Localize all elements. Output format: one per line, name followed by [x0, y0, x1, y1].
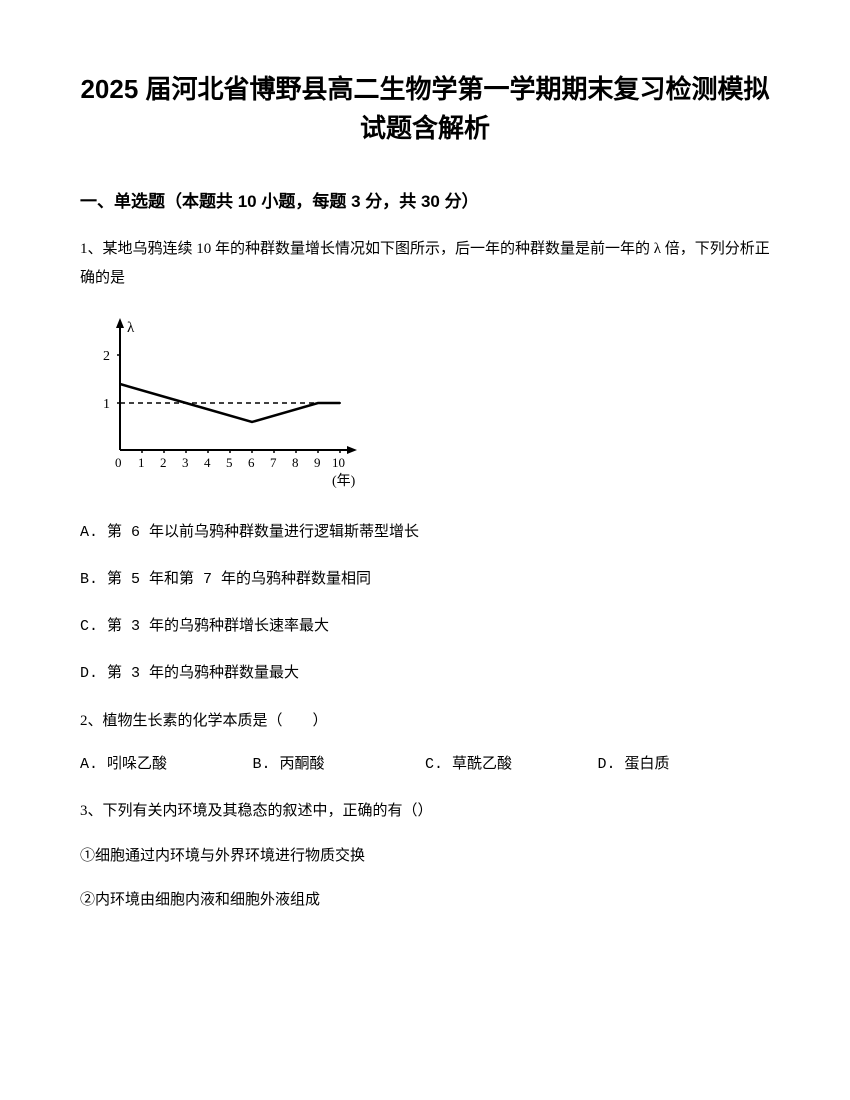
chart-lambda-year: λ 2 1 0 1 2 3 4 5 6 7 8 9 10 (年) [85, 310, 770, 499]
page-title: 2025 届河北省博野县高二生物学第一学期期末复习检测模拟试题含解析 [80, 70, 770, 148]
q2-option-d: D. 蛋白质 [598, 753, 771, 777]
x-axis-label: (年) [332, 473, 356, 489]
q2-option-c: C. 草酰乙酸 [425, 753, 598, 777]
q3-item-1: ①细胞通过内环境与外界环境进行物质交换 [80, 844, 770, 868]
xtick-1: 1 [138, 455, 145, 470]
xtick-3: 3 [182, 455, 189, 470]
question-2-text: 2、植物生长素的化学本质是（ ） [80, 707, 770, 736]
q2-options: A. 吲哚乙酸 B. 丙酮酸 C. 草酰乙酸 D. 蛋白质 [80, 753, 770, 777]
q2-option-b: B. 丙酮酸 [253, 753, 426, 777]
xtick-4: 4 [204, 455, 211, 470]
q1-option-c: C. 第 3 年的乌鸦种群增长速率最大 [80, 613, 770, 640]
q1-option-d: D. 第 3 年的乌鸦种群数量最大 [80, 660, 770, 687]
q3-item-2: ②内环境由细胞内液和细胞外液组成 [80, 888, 770, 912]
xtick-8: 8 [292, 455, 299, 470]
q2-option-a: A. 吲哚乙酸 [80, 753, 253, 777]
xtick-0: 0 [115, 455, 122, 470]
xtick-9: 9 [314, 455, 321, 470]
q1-option-b: B. 第 5 年和第 7 年的乌鸦种群数量相同 [80, 566, 770, 593]
xtick-2: 2 [160, 455, 167, 470]
question-1-text: 1、某地乌鸦连续 10 年的种群数量增长情况如下图所示，后一年的种群数量是前一年… [80, 235, 770, 292]
ytick-2: 2 [103, 349, 110, 364]
ytick-1: 1 [103, 397, 110, 412]
xtick-7: 7 [270, 455, 277, 470]
section-header: 一、单选题（本题共 10 小题，每题 3 分，共 30 分） [80, 188, 770, 215]
q1-option-a: A. 第 6 年以前乌鸦种群数量进行逻辑斯蒂型增长 [80, 519, 770, 546]
xtick-10: 10 [332, 455, 345, 470]
xtick-6: 6 [248, 455, 255, 470]
y-axis-label: λ [127, 320, 135, 336]
xtick-5: 5 [226, 455, 233, 470]
question-3-text: 3、下列有关内环境及其稳态的叙述中，正确的有（） [80, 797, 770, 826]
